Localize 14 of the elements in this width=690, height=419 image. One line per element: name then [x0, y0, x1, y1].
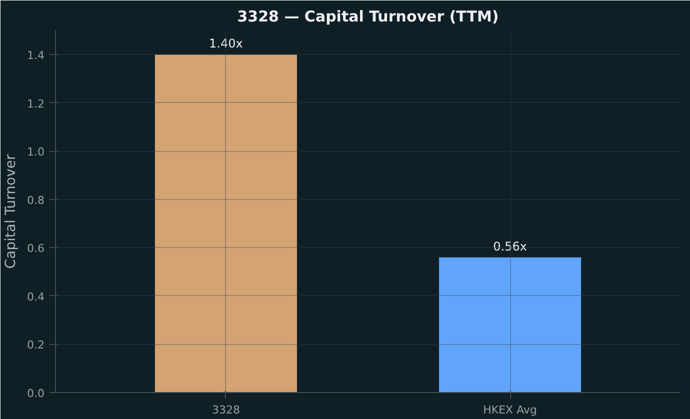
y-tick-label: 0.4	[27, 290, 45, 304]
x-tick-label: HKEX Avg	[483, 404, 537, 416]
y-tick-label: 1.2	[27, 97, 45, 110]
y-tick-label: 0.8	[27, 194, 45, 207]
y-tick-label: 0.0	[27, 387, 45, 400]
y-tick-label: 0.2	[27, 338, 45, 352]
y-tick-label: 1.0	[27, 146, 45, 159]
data-label: 1.40x	[209, 36, 243, 51]
y-tick-label: 0.6	[27, 242, 45, 256]
x-tick-label: 3328	[212, 404, 240, 416]
y-axis-title: Capital Turnover	[3, 154, 20, 269]
chart-title: 3328 — Capital Turnover (TTM)	[237, 8, 499, 26]
y-tick-label: 1.4	[27, 49, 45, 62]
data-label: 0.56x	[493, 239, 527, 254]
